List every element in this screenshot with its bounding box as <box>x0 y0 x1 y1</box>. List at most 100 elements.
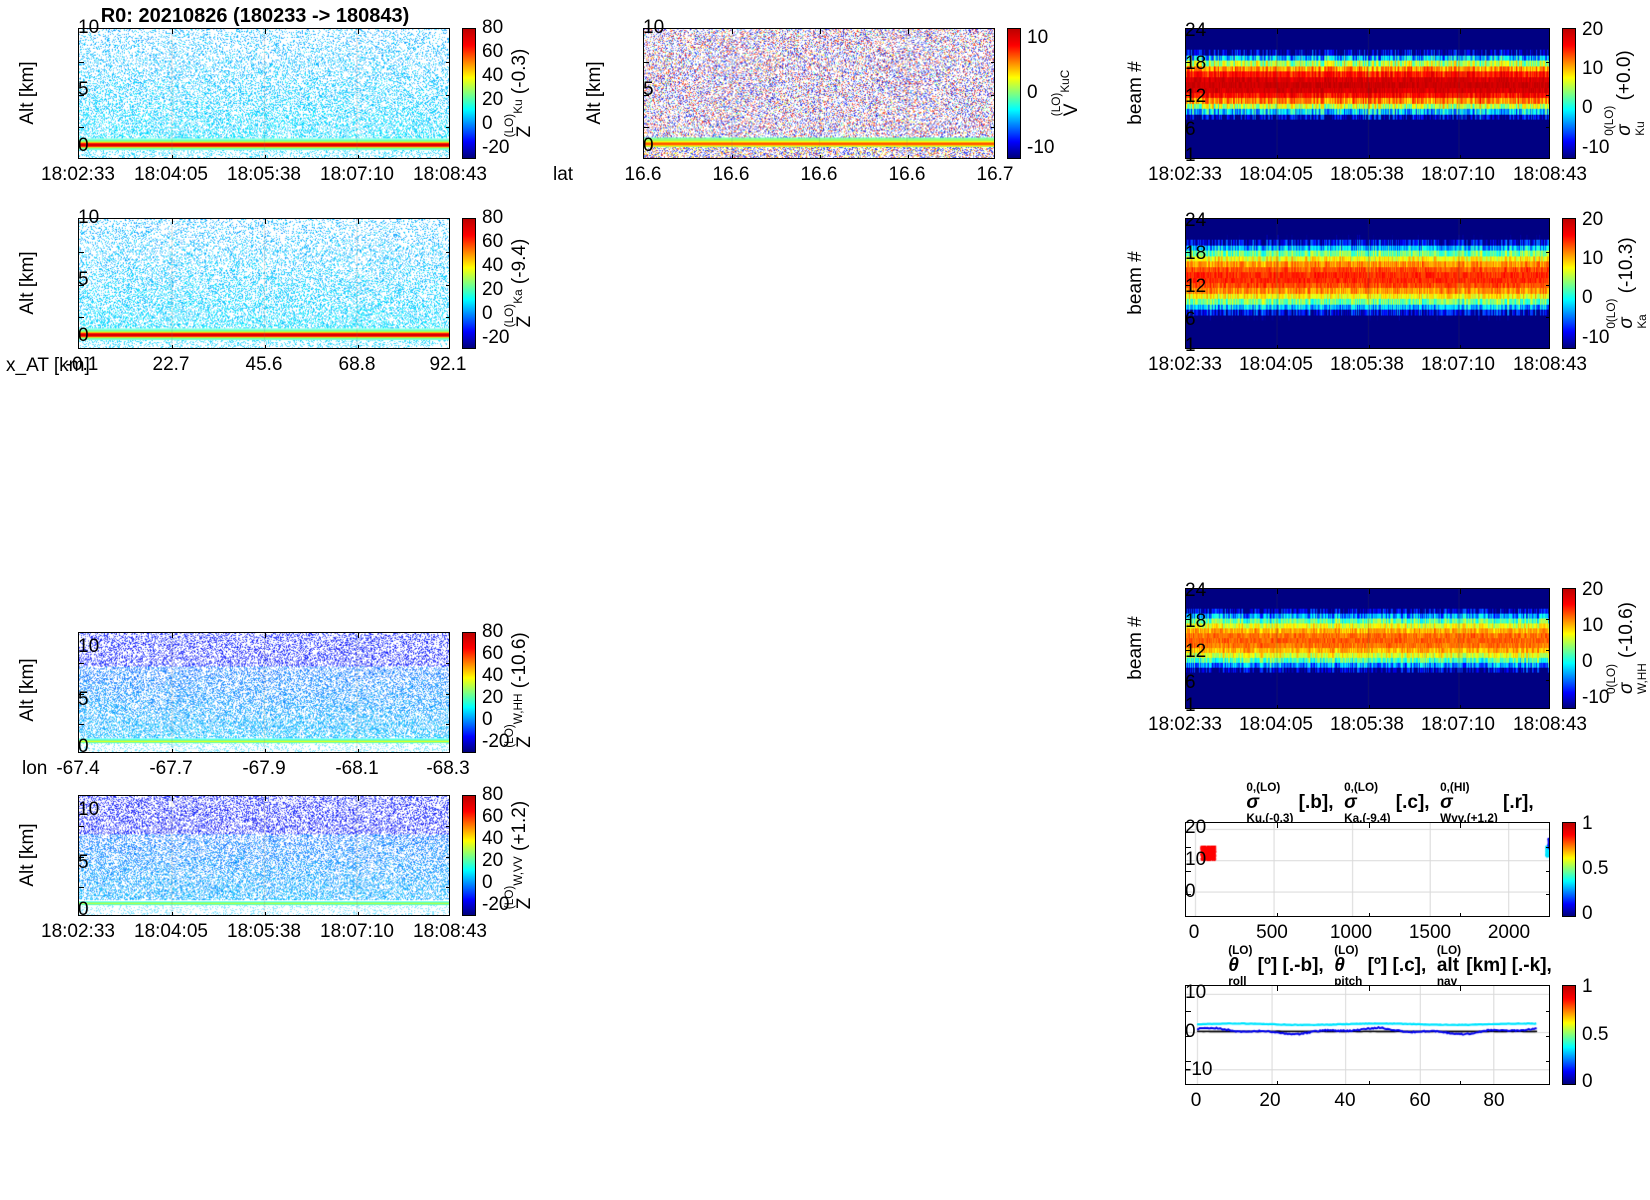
tick-mark <box>172 633 173 638</box>
colorbar-sigma0-scatter <box>1562 822 1576 917</box>
tick-mark <box>265 749 266 752</box>
axis-label-lon: lon <box>22 758 48 779</box>
tick-mark <box>1460 986 1461 991</box>
axis-label-alt: Alt [km] <box>17 251 38 315</box>
tick-mark <box>446 857 449 858</box>
axis-label-alt: Alt [km] <box>584 61 605 125</box>
tick-mark <box>991 95 994 96</box>
panel-z-wvv: Alt [km] 10 5 0 18:02:33 18:04:05 18:05:… <box>17 784 536 942</box>
plot-area-sigma0-whh <box>1185 588 1550 709</box>
tick-mark <box>265 29 266 34</box>
tick-mark <box>79 694 84 695</box>
nav-title: (LO) θ roll [º] [.-b], (LO) θ pitch [º] [.c]… <box>1228 944 1552 988</box>
tick-mark <box>991 62 994 63</box>
tick-mark <box>1186 680 1191 681</box>
tick-mark <box>1546 62 1549 63</box>
tick-mark <box>446 95 449 96</box>
tick-mark <box>446 317 449 318</box>
axis-label-xat: x_AT [km] <box>6 355 90 376</box>
tick-mark <box>732 29 733 34</box>
tick-mark <box>79 724 84 725</box>
tick-mark <box>1546 847 1549 848</box>
tick-mark <box>446 887 449 888</box>
tick-mark <box>79 663 84 664</box>
tick-mark <box>1369 823 1370 828</box>
tick-mark <box>172 749 173 752</box>
tick-mark <box>1277 345 1278 348</box>
plot-area-z-ka <box>78 218 450 349</box>
tick-mark <box>79 285 84 286</box>
tick-mark <box>358 633 359 638</box>
tick-mark <box>1546 619 1549 620</box>
tick-mark <box>820 29 821 34</box>
tick-mark <box>1460 823 1461 828</box>
tick-mark <box>644 62 649 63</box>
tick-mark <box>172 29 173 34</box>
tick-mark <box>1277 986 1278 991</box>
colorbar-sigma0-ka <box>1562 218 1576 349</box>
colorbar-z-wvv <box>462 795 476 916</box>
tick-mark <box>1546 894 1549 895</box>
tick-mark <box>1460 345 1461 348</box>
tick-mark <box>1546 1036 1549 1037</box>
tick-mark <box>1277 705 1278 708</box>
tick-mark <box>908 155 909 158</box>
axis-label-alt: Alt [km] <box>17 658 38 722</box>
tick-mark <box>265 633 266 638</box>
tick-mark <box>79 95 84 96</box>
tick-mark <box>1186 871 1191 872</box>
tick-mark <box>1186 847 1191 848</box>
tick-mark <box>172 796 173 801</box>
plot-area-sigma0-ku <box>1185 28 1550 159</box>
tick-mark <box>1369 986 1370 991</box>
tick-mark <box>265 912 266 915</box>
tick-mark <box>358 219 359 224</box>
plot-area-v-kuc <box>643 28 995 159</box>
tick-mark <box>172 219 173 224</box>
plot-area-z-whh <box>78 632 450 753</box>
tick-mark <box>79 317 84 318</box>
tick-mark <box>446 285 449 286</box>
panel-sigma0-scatter: 0,(LO) σ Ku,(-0.3) [.b], 0,(LO) σ Ka,(-9.4) … <box>1100 780 1650 943</box>
tick-mark <box>79 62 84 63</box>
tick-mark <box>79 857 84 858</box>
tick-mark <box>358 29 359 34</box>
tick-mark <box>1369 29 1370 34</box>
tick-mark <box>265 219 266 224</box>
plot-area-sigma0-scatter <box>1185 822 1550 917</box>
axis-label-beam: beam # <box>1125 251 1146 315</box>
tick-mark <box>991 127 994 128</box>
tick-mark <box>732 155 733 158</box>
tick-mark <box>1546 871 1549 872</box>
tick-mark <box>1369 219 1370 224</box>
tick-mark <box>1546 285 1549 286</box>
tick-mark <box>265 796 266 801</box>
tick-mark <box>446 62 449 63</box>
tick-mark <box>1460 705 1461 708</box>
tick-mark <box>1186 894 1191 895</box>
tick-mark <box>358 749 359 752</box>
panel-sigma0-ku: beam # 24 18 12 6 1 18:02:33 18:04:05 18… <box>1125 19 1647 185</box>
colorbar-label-sigma0-ka: 0(LO) σ Ka (-10.3) <box>1604 237 1649 329</box>
panel-sigma0-ka: beam # 24 18 12 6 1 18:02:33 18:04:05 18… <box>1125 209 1649 375</box>
tick-mark <box>358 155 359 158</box>
tick-mark <box>1460 155 1461 158</box>
tick-mark <box>1460 1081 1461 1084</box>
plot-area-z-wvv <box>78 795 450 916</box>
tick-mark <box>1186 285 1191 286</box>
tick-mark <box>1186 1061 1191 1062</box>
tick-mark <box>79 887 84 888</box>
figure-title: R0: 20210826 (180233 -> 180843) <box>100 5 410 27</box>
panel-sigma0-whh: beam # 24 18 12 6 1 18:02:33 18:04:05 18… <box>1125 579 1649 735</box>
tick-mark <box>172 912 173 915</box>
panel-v-kuc: Alt [km] 10 5 0 lat 16.6 16.6 16.6 16.6 … <box>553 17 1083 185</box>
axis-label-beam: beam # <box>1125 616 1146 680</box>
tick-mark <box>1369 155 1370 158</box>
sigma0-scatter-title: 0,(LO) σ Ku,(-0.3) [.b], 0,(LO) σ Ka,(-9.4) … <box>1246 781 1534 825</box>
tick-mark <box>172 155 173 158</box>
tick-mark <box>820 155 821 158</box>
tick-mark <box>1546 1061 1549 1062</box>
colorbar-z-whh <box>462 632 476 753</box>
tick-mark <box>1546 127 1549 128</box>
tick-mark <box>446 663 449 664</box>
